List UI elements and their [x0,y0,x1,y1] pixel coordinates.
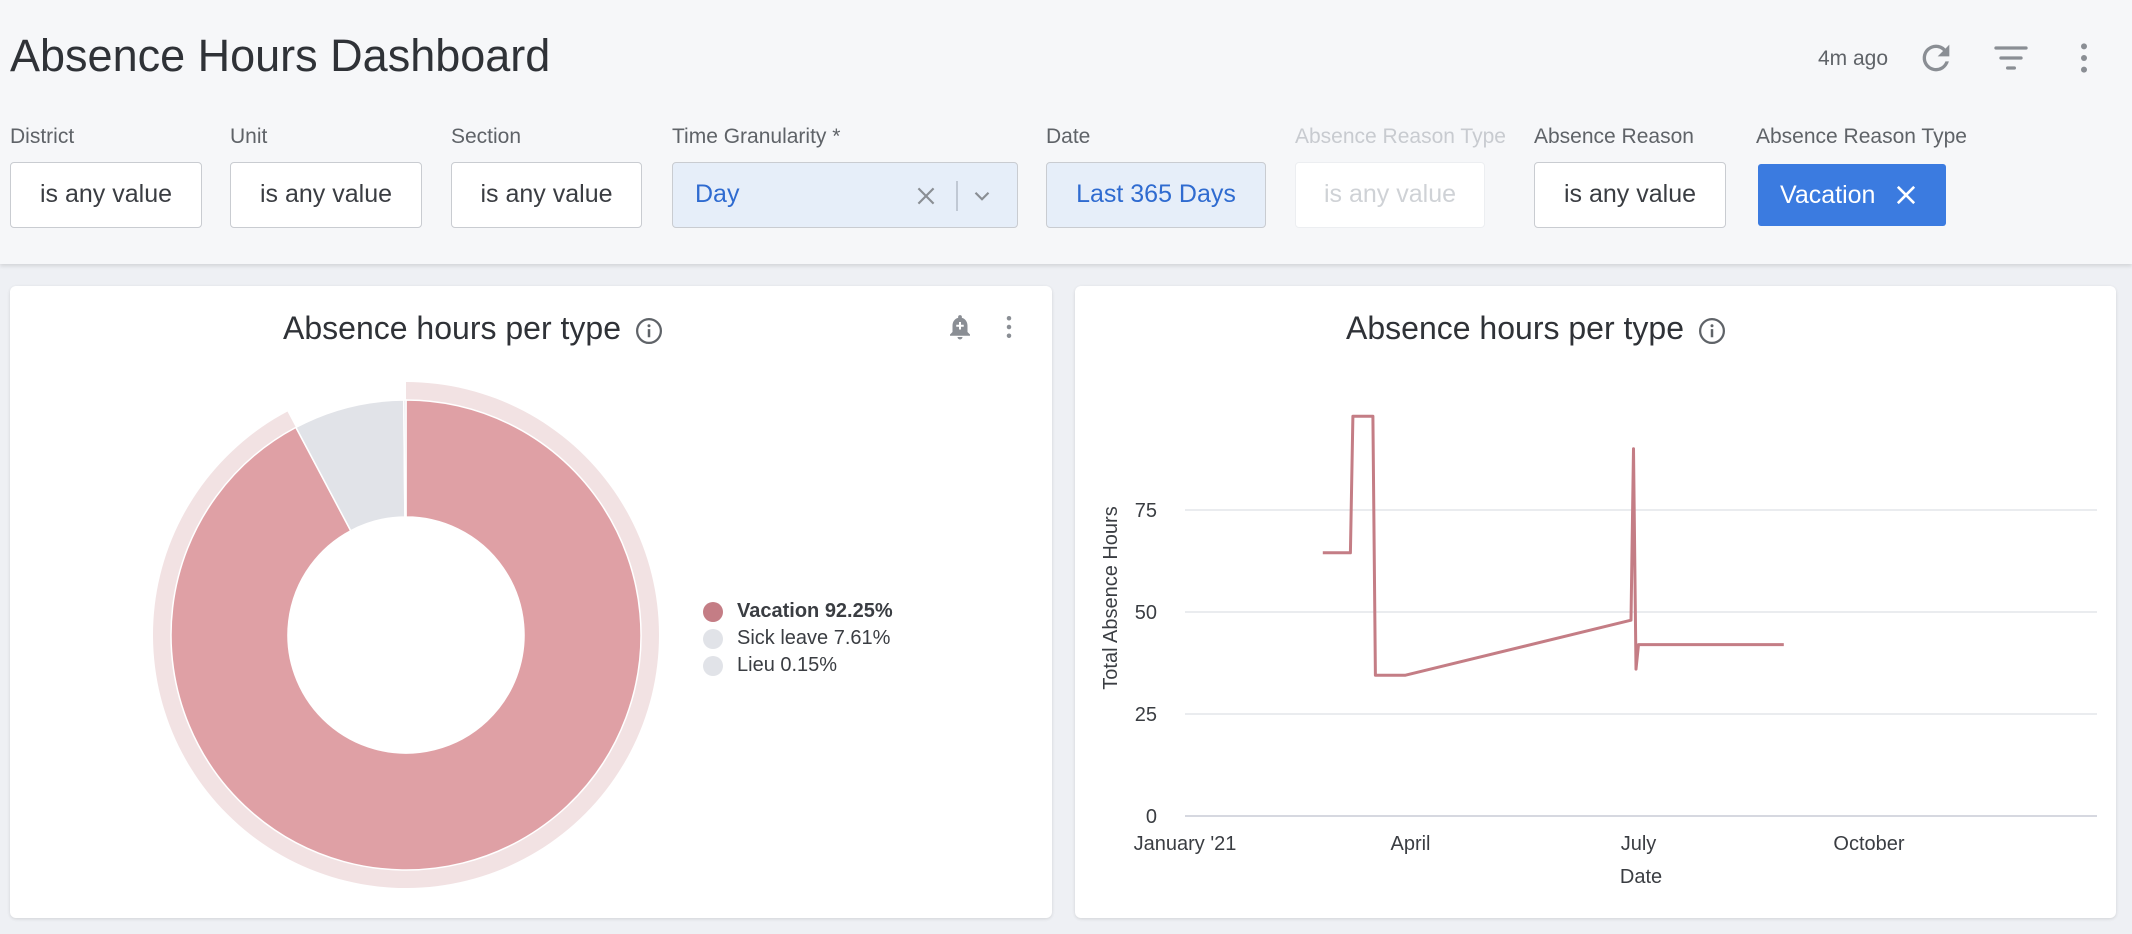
select-divider [956,181,958,211]
filter-label-unit: Unit [230,125,268,148]
more-vertical-icon[interactable] [994,312,1024,342]
donut-slice-lieu [403,399,407,518]
x-tick-label: October [1833,833,1904,855]
filter-label-time-granularity: Time Granularity * [672,125,841,148]
filter-label-district: District [10,125,75,148]
x-axis-label: Date [1620,866,1662,888]
legend-label: Lieu 0.15% [737,654,838,676]
chevron-down-icon[interactable] [969,183,995,209]
filter-label-absence-reason-type-disabled: Absence Reason Type [1295,125,1506,148]
absence-reason-filter[interactable]: is any value [1534,162,1726,228]
card-title: Absence hours per type [1346,310,1684,346]
donut-slice-vacation [170,399,642,871]
filter-icon[interactable] [1991,38,2031,78]
time-granularity-value: Day [695,180,740,208]
page-title: Absence Hours Dashboard [10,30,551,81]
legend-item-lieu[interactable]: Lieu 0.15% [703,652,893,679]
donut-chart [152,382,660,888]
chart-legend: Vacation 92.25% Sick leave 7.61% Lieu 0.… [703,598,893,679]
time-granularity-select[interactable]: Day [672,162,1018,228]
y-tick-label: 25 [1135,704,1157,726]
vacation-filter-chip[interactable]: Vacation [1758,164,1946,226]
x-tick-label: July [1621,833,1657,855]
filter-label-absence-reason: Absence Reason [1534,125,1694,148]
date-filter[interactable]: Last 365 Days [1046,162,1266,228]
more-vertical-icon[interactable] [2064,38,2104,78]
series-line-absence-hours [1322,414,1784,677]
line-chart-card: Absence hours per type 0 25 50 75 January '2… [1075,286,2116,918]
filter-label-section: Section [451,125,522,148]
legend-swatch [703,628,723,649]
y-axis-label: Total Absence Hours [1100,506,1122,689]
chip-label: Vacation [1780,181,1876,209]
y-tick-label: 50 [1135,602,1157,624]
donut-chart-card: Absence hours per type Vacation 92.25% S… [10,286,1052,918]
district-filter[interactable]: is any value [10,162,202,228]
dashboard-header: Absence Hours Dashboard 4m ago District … [0,0,2132,264]
close-icon[interactable] [1892,181,1920,209]
info-icon[interactable] [1697,316,1727,346]
card-title: Absence hours per type [283,310,621,346]
legend-label: Sick leave 7.61% [737,627,891,649]
y-tick-label: 0 [1146,806,1157,828]
refresh-icon[interactable] [1916,38,1956,78]
x-tick-label: April [1390,833,1430,855]
info-icon[interactable] [634,316,664,346]
legend-item-vacation[interactable]: Vacation 92.25% [703,598,893,625]
last-updated-label: 4m ago [1818,47,1889,70]
legend-swatch [703,601,723,622]
y-tick-label: 75 [1135,500,1157,522]
unit-filter[interactable]: is any value [230,162,422,228]
section-filter[interactable]: is any value [451,162,642,228]
filter-label-absence-reason-type: Absence Reason Type [1756,125,1967,148]
absence-reason-type-filter-disabled: is any value [1295,162,1485,228]
legend-item-sick-leave[interactable]: Sick leave 7.61% [703,625,893,652]
clear-icon[interactable] [913,183,939,209]
line-chart: 0 25 50 75 January '21 April July October Date To… [1100,414,2097,888]
x-tick-label: January '21 [1134,833,1237,855]
add-alert-icon[interactable] [945,312,975,342]
legend-swatch [703,655,723,676]
legend-label: Vacation 92.25% [737,600,893,622]
filter-label-date: Date [1046,125,1091,148]
